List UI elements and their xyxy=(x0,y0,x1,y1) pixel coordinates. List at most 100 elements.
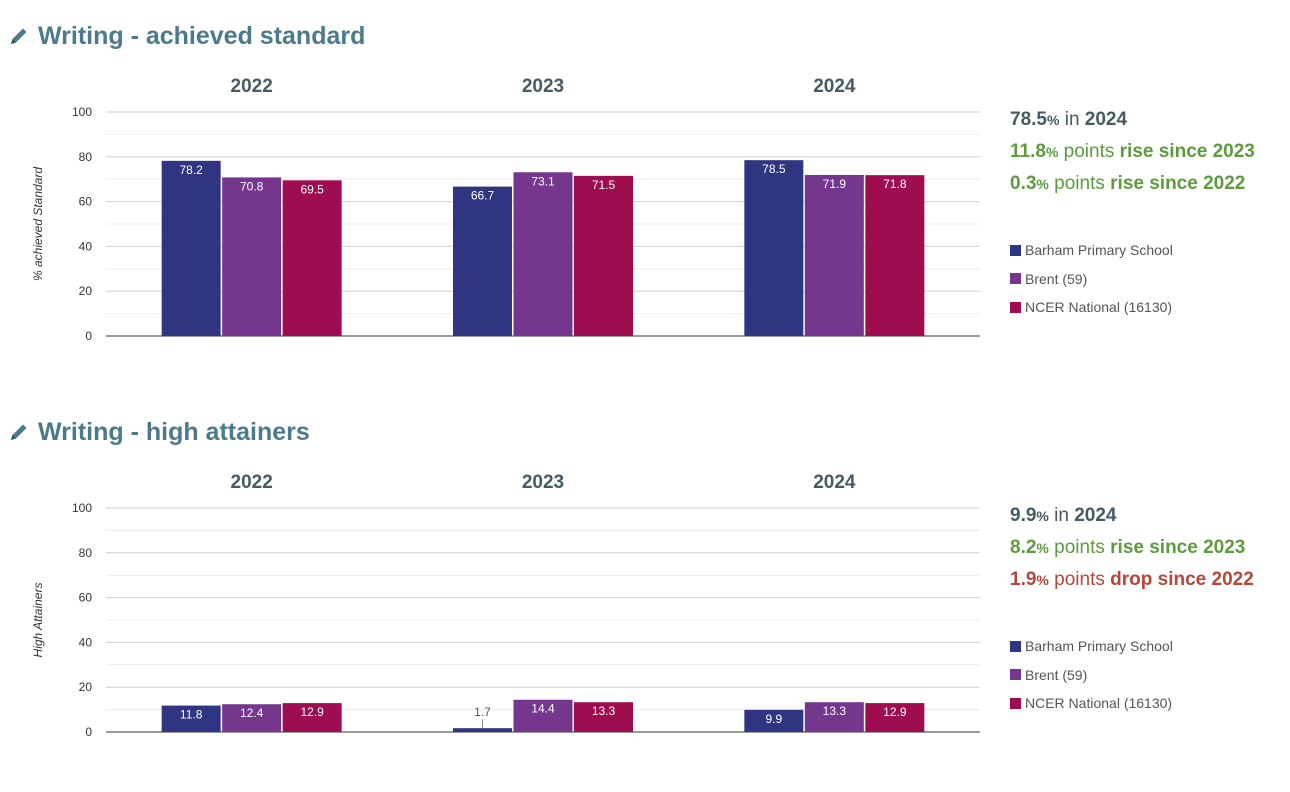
bar xyxy=(222,704,282,732)
legend-swatch xyxy=(1010,640,1021,652)
category-label: 2024 xyxy=(813,76,856,97)
data-label: 78.2 xyxy=(179,163,203,177)
y-tick-label: 100 xyxy=(72,501,92,515)
summary-line: 9.9% in 2024 xyxy=(1010,500,1290,532)
data-label: 12.9 xyxy=(300,705,324,719)
summary-value: 11.8 xyxy=(1010,141,1046,162)
data-label: 9.9 xyxy=(765,712,782,726)
summary-strong: rise since 2022 xyxy=(1110,173,1246,194)
y-tick-label: 60 xyxy=(79,195,93,209)
summary-unit: % xyxy=(1036,176,1049,192)
summary-line: 8.2% points rise since 2023 xyxy=(1010,532,1290,564)
pencil-icon xyxy=(11,28,27,44)
legend-label: Barham Primary School xyxy=(1025,638,1173,655)
data-label: 12.4 xyxy=(240,706,264,720)
category-label: 2024 xyxy=(813,472,856,493)
section-title-text: Writing - achieved standard xyxy=(38,21,366,50)
summary-text: in xyxy=(1059,109,1085,130)
legend-item-school[interactable]: Barham Primary School xyxy=(1010,236,1173,265)
y-tick-label: 60 xyxy=(79,591,93,605)
summary-strong: 2024 xyxy=(1084,109,1128,130)
y-tick-label: 20 xyxy=(79,284,93,298)
legend-label: Barham Primary School xyxy=(1025,242,1173,259)
legend-swatch xyxy=(1010,273,1021,285)
summary-unit: % xyxy=(1046,112,1060,128)
y-tick-label: 40 xyxy=(79,635,93,649)
bar xyxy=(282,703,342,732)
legend-item-la[interactable]: Brent (59) xyxy=(1010,661,1173,690)
y-tick-label: 20 xyxy=(79,680,93,694)
summary-value: 1.9 xyxy=(1010,569,1037,590)
summary-strong: rise since 2023 xyxy=(1119,141,1255,162)
summary-unit: % xyxy=(1036,572,1049,588)
legend-item-national[interactable]: NCER National (16130) xyxy=(1010,293,1173,322)
bar xyxy=(161,160,221,336)
summary-value: 9.9 xyxy=(1010,505,1037,526)
category-label: 2022 xyxy=(231,472,273,493)
bar xyxy=(744,709,804,732)
legend-item-national[interactable]: NCER National (16130) xyxy=(1010,689,1173,718)
data-label: 71.5 xyxy=(592,178,616,192)
legend-label: NCER National (16130) xyxy=(1025,695,1173,712)
summary-text: points xyxy=(1048,537,1111,558)
data-label: 14.4 xyxy=(531,702,555,716)
y-axis-label: High Attainers xyxy=(31,583,45,658)
data-label: 13.3 xyxy=(823,704,847,718)
category-label: 2023 xyxy=(522,76,564,97)
data-label: 71.8 xyxy=(883,177,907,191)
summary: 78.5% in 2024 11.8% points rise since 20… xyxy=(1010,104,1290,200)
legend-item-school[interactable]: Barham Primary School xyxy=(1010,632,1173,661)
bar xyxy=(865,175,925,336)
summary-strong: rise since 2023 xyxy=(1110,537,1246,558)
y-tick-label: 0 xyxy=(85,329,92,343)
bar xyxy=(804,174,864,336)
data-label: 78.5 xyxy=(762,162,786,176)
data-label: 66.7 xyxy=(471,189,495,203)
summary: 9.9% in 2024 8.2% points rise since 2023… xyxy=(1010,500,1290,596)
bar xyxy=(865,703,925,732)
legend-swatch xyxy=(1010,697,1021,709)
pencil-icon xyxy=(11,424,27,440)
data-label: 73.1 xyxy=(531,174,555,188)
data-label: 11.8 xyxy=(180,708,203,722)
y-tick-label: 80 xyxy=(79,150,93,164)
section-title-text: Writing - high attainers xyxy=(38,417,310,446)
bar xyxy=(744,160,804,336)
section-title: Writing - achieved standard xyxy=(8,18,365,54)
bar xyxy=(161,705,221,732)
summary-line: 11.8% points rise since 2023 xyxy=(1010,136,1290,168)
summary-value: 8.2 xyxy=(1010,537,1037,558)
legend-item-la[interactable]: Brent (59) xyxy=(1010,265,1173,294)
bar xyxy=(453,728,512,732)
summary-value: 0.3 xyxy=(1010,173,1037,194)
bar xyxy=(574,175,633,336)
bar xyxy=(453,186,512,336)
category-label: 2022 xyxy=(231,76,273,97)
data-label: 71.9 xyxy=(823,177,847,191)
legend-swatch xyxy=(1010,669,1021,681)
data-label: 1.7 xyxy=(474,705,491,719)
summary-line: 78.5% in 2024 xyxy=(1010,104,1290,136)
data-label: 69.5 xyxy=(300,182,324,196)
legend-label: Brent (59) xyxy=(1025,666,1088,683)
category-label: 2023 xyxy=(522,472,564,493)
summary-text: in xyxy=(1048,505,1075,526)
summary-unit: % xyxy=(1036,508,1049,524)
data-label: 13.3 xyxy=(592,704,616,718)
y-axis-label: % achieved Standard xyxy=(31,167,45,281)
legend-swatch xyxy=(1010,301,1021,313)
section-writing-achieved-standard: Writing - achieved standard 0 20 40 60 80 100… xyxy=(8,18,1290,343)
data-label: 12.9 xyxy=(883,705,907,719)
summary-line: 0.3% points rise since 2022 xyxy=(1010,168,1290,200)
legend-label: Brent (59) xyxy=(1025,270,1088,287)
bar xyxy=(574,702,633,732)
bar xyxy=(282,180,342,336)
legend-label: NCER National (16130) xyxy=(1025,299,1173,316)
summary-text: points xyxy=(1048,173,1111,194)
bar xyxy=(513,699,573,732)
y-tick-label: 100 xyxy=(72,105,92,119)
bar-chart: 0 20 40 60 80 100 High Attainers 2022 11.8 12.4 12… xyxy=(31,472,980,739)
legend: Barham Primary School Brent (59) NCER Na… xyxy=(1010,236,1173,322)
y-tick-label: 0 xyxy=(85,725,92,739)
section-title: Writing - high attainers xyxy=(8,414,310,450)
